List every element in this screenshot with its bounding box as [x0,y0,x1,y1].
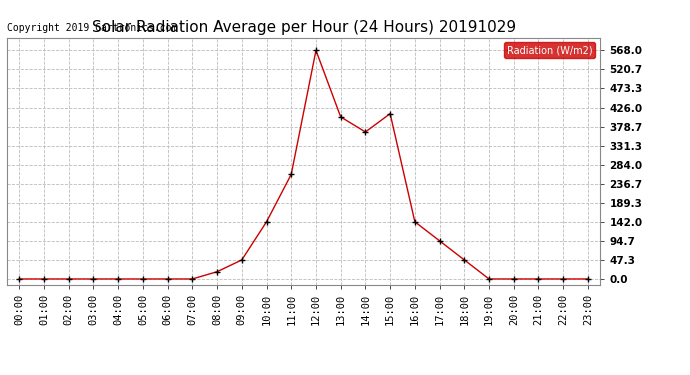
Legend: Radiation (W/m2): Radiation (W/m2) [504,42,595,58]
Text: Copyright 2019 Cartronics.com: Copyright 2019 Cartronics.com [7,22,177,33]
Title: Solar Radiation Average per Hour (24 Hours) 20191029: Solar Radiation Average per Hour (24 Hou… [92,20,515,35]
